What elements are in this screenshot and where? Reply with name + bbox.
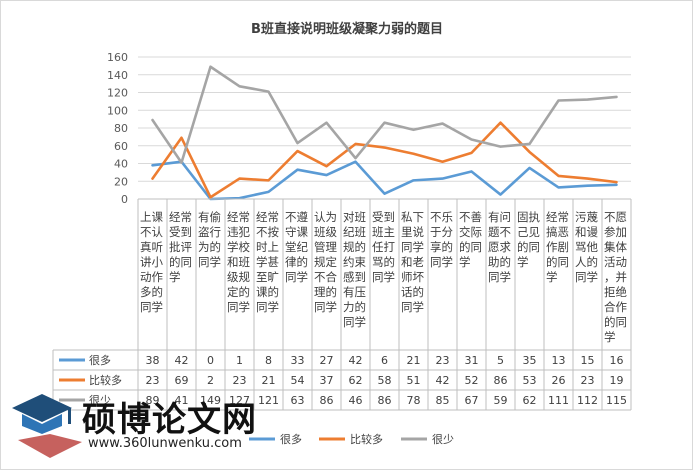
table-value: 112 xyxy=(577,394,598,407)
legend-label: 很少 xyxy=(432,432,454,446)
category-label: 不愿参加集体活动，并拒绝合作的同学 xyxy=(604,210,627,344)
table-value: 31 xyxy=(465,354,479,367)
table-value: 13 xyxy=(552,354,566,367)
y-tick-label: 100 xyxy=(107,104,128,117)
table-value: 16 xyxy=(610,354,624,367)
table-value: 8 xyxy=(265,354,272,367)
table-value: 67 xyxy=(465,394,479,407)
table-value: 51 xyxy=(407,374,421,387)
table-value: 0 xyxy=(207,354,214,367)
category-label: 不善交际的同学 xyxy=(459,210,482,269)
table-value: 46 xyxy=(349,394,363,407)
y-tick-label: 40 xyxy=(114,158,128,171)
category-label: 有问题不愿求助的同学 xyxy=(488,210,511,284)
table-series-name: 很少 xyxy=(89,393,111,407)
table-value: 121 xyxy=(258,394,279,407)
category-label: 经常搞恶作剧的同学 xyxy=(546,210,569,284)
table-value: 23 xyxy=(146,374,160,387)
table-value: 5 xyxy=(497,354,504,367)
table-value: 21 xyxy=(407,354,421,367)
legend-label: 比较多 xyxy=(350,432,383,446)
series-line xyxy=(151,65,618,164)
table-value: 58 xyxy=(378,374,392,387)
category-label: 不遵守课堂纪律的同学 xyxy=(285,210,308,284)
table-value: 127 xyxy=(229,394,250,407)
category-label: 对班纪班规的约束感到有压力的同学 xyxy=(343,210,366,329)
table-value: 59 xyxy=(494,394,508,407)
y-tick-label: 20 xyxy=(114,175,128,188)
table-value: 42 xyxy=(175,354,189,367)
table-value: 89 xyxy=(146,394,160,407)
table-value: 86 xyxy=(320,394,334,407)
table-value: 69 xyxy=(175,374,189,387)
category-label: 不乐于分享的同学 xyxy=(430,210,453,269)
table-value: 23 xyxy=(581,374,595,387)
table-value: 42 xyxy=(349,354,363,367)
table-value: 21 xyxy=(262,374,276,387)
table-value: 26 xyxy=(552,374,566,387)
table-value: 86 xyxy=(494,374,508,387)
table-value: 1 xyxy=(236,354,243,367)
category-label: 上课不认真听讲小动作多的同学 xyxy=(140,210,163,314)
watermark-logo xyxy=(12,394,82,458)
category-label: 固执己见的同学 xyxy=(517,210,540,269)
gridlines xyxy=(138,56,631,200)
category-label: 经常不按时上学甚至旷课的同学 xyxy=(256,210,279,314)
category-label: 受到班主任打骂的同学 xyxy=(372,210,395,284)
data-table: 上课不认真听讲小动作多的同学经常受到批评的同学有偷盗行为的同学经常违犯学校和班级… xyxy=(52,198,632,411)
table-value: 23 xyxy=(233,374,247,387)
y-axis: 0 20 40 60 80 100 120 140 160 xyxy=(107,51,128,206)
table-value: 42 xyxy=(436,374,450,387)
y-tick-label: 160 xyxy=(107,51,128,64)
y-tick-label: 60 xyxy=(114,140,128,153)
table-value: 19 xyxy=(610,374,624,387)
y-tick-label: 140 xyxy=(107,69,128,82)
series-line xyxy=(151,160,618,201)
table-value: 27 xyxy=(320,354,334,367)
table-value: 35 xyxy=(523,354,537,367)
table-value: 149 xyxy=(200,394,221,407)
category-label: 认为班级管理规定不合理的同学 xyxy=(314,210,337,314)
watermark-text: 硕博论文网 xyxy=(82,400,257,440)
table-value: 111 xyxy=(548,394,569,407)
chart-title: B班直接说明班级凝聚力弱的题目 xyxy=(251,21,443,37)
table-value: 63 xyxy=(291,394,305,407)
table-value: 23 xyxy=(436,354,450,367)
table-value: 2 xyxy=(207,374,214,387)
table-value: 52 xyxy=(465,374,479,387)
table-value: 85 xyxy=(436,394,450,407)
table-value: 15 xyxy=(581,354,595,367)
table-value: 62 xyxy=(349,374,363,387)
table-value: 86 xyxy=(378,394,392,407)
table-series-name: 很多 xyxy=(89,353,111,367)
legend: 很多 比较多 很少 xyxy=(249,432,454,446)
table-value: 115 xyxy=(606,394,627,407)
watermark-url: www.360lunwenku.com xyxy=(88,436,242,451)
table-value: 38 xyxy=(146,354,160,367)
table-value: 6 xyxy=(381,354,388,367)
series-line xyxy=(151,121,618,199)
category-label: 经常受到批评的同学 xyxy=(169,210,192,284)
table-value: 53 xyxy=(523,374,537,387)
table-value: 41 xyxy=(175,394,189,407)
category-label: 经常违犯学校和班级规定的同学 xyxy=(227,210,250,314)
table-value: 33 xyxy=(291,354,305,367)
table-series-name: 比较多 xyxy=(89,373,122,387)
table-value: 37 xyxy=(320,374,334,387)
y-tick-label: 120 xyxy=(107,87,128,100)
y-tick-label: 0 xyxy=(121,193,128,206)
category-label: 污蔑和谩骂他人的同学 xyxy=(575,210,598,284)
table-value: 62 xyxy=(523,394,537,407)
category-label: 有偷盗行为的同学 xyxy=(198,210,221,269)
legend-label: 很多 xyxy=(280,432,302,446)
category-label: 私下里说同学和老师坏话的同学 xyxy=(401,210,424,314)
table-value: 78 xyxy=(407,394,421,407)
table-value: 54 xyxy=(291,374,305,387)
y-tick-label: 80 xyxy=(114,122,128,135)
series-lines xyxy=(151,65,618,201)
